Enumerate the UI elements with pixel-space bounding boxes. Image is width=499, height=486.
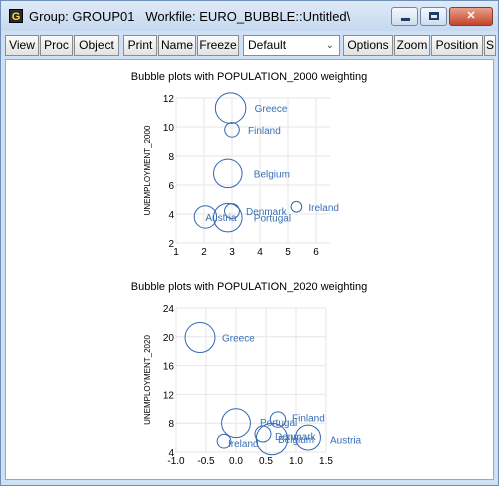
more-button[interactable]: S xyxy=(484,35,496,56)
bubble-plots: Bubble plots with POPULATION_2000 weight… xyxy=(131,71,367,467)
bubble-greece xyxy=(214,92,247,124)
x-tick-label: 5 xyxy=(285,247,291,258)
y-tick-label: 24 xyxy=(163,304,175,315)
options-button[interactable]: Options xyxy=(343,35,393,56)
position-button[interactable]: Position xyxy=(431,35,483,56)
bubble-label-ireland: Ireland xyxy=(228,439,259,450)
window-title: Group: GROUP01 Workfile: EURO_BUBBLE::Un… xyxy=(29,9,351,24)
y-tick-label: 6 xyxy=(168,181,174,192)
title-bar[interactable]: G Group: GROUP01 Workfile: EURO_BUBBLE::… xyxy=(1,1,498,31)
y-tick-label: 4 xyxy=(168,210,174,221)
chevron-down-icon: ⌄ xyxy=(325,40,334,51)
chart-2: Bubble plots with POPULATION_2020 weight… xyxy=(131,281,367,467)
bubble-label-portugal: Portugal xyxy=(260,418,297,429)
bubble-label-denmark: Denmark xyxy=(246,207,288,218)
x-tick-label: -0.5 xyxy=(197,456,215,467)
x-tick-label: 0.0 xyxy=(229,456,243,467)
bubble-ireland xyxy=(290,200,303,213)
y-tick-label: 12 xyxy=(163,94,175,105)
group-icon: G xyxy=(9,9,23,23)
maximize-button[interactable] xyxy=(420,7,447,26)
bubble-label-belgium: Belgium xyxy=(254,169,290,180)
bubble-portugal xyxy=(213,202,243,233)
object-button[interactable]: Object xyxy=(74,35,119,56)
minimize-icon xyxy=(401,18,410,21)
y-tick-label: 16 xyxy=(163,362,175,373)
y-tick-label: 4 xyxy=(168,448,174,459)
bubble-ireland xyxy=(216,433,232,449)
chart-title: Bubble plots with POPULATION_2000 weight… xyxy=(131,71,367,83)
minimize-button[interactable] xyxy=(391,7,418,26)
bubble-label-belgium: Belgium xyxy=(278,435,314,446)
y-axis-label: UNEMPLOYMENT_2000 xyxy=(143,125,152,215)
proc-button[interactable]: Proc xyxy=(40,35,73,56)
bubble-belgium xyxy=(255,422,289,456)
y-tick-label: 10 xyxy=(163,123,175,134)
bubble-finland xyxy=(224,122,240,138)
bubble-label-ireland: Ireland xyxy=(308,203,339,214)
toolbar: View Proc Object Print Name Freeze Defau… xyxy=(5,35,496,57)
y-tick-label: 8 xyxy=(168,419,174,430)
bubble-label-finland: Finland xyxy=(248,126,281,137)
bubble-label-finland: Finland xyxy=(292,414,325,425)
x-tick-label: 1.5 xyxy=(319,456,333,467)
graph-area: Bubble plots with POPULATION_2000 weight… xyxy=(5,59,494,480)
y-axis-label: UNEMPLOYMENT_2020 xyxy=(143,335,152,425)
x-tick-label: 6 xyxy=(313,247,319,258)
bubble-label-denmark: Denmark xyxy=(275,432,317,443)
chart-title: Bubble plots with POPULATION_2020 weight… xyxy=(131,281,367,293)
style-dropdown[interactable]: Default ⌄ xyxy=(243,35,340,56)
zoom-button[interactable]: Zoom xyxy=(394,35,430,56)
bubble-label-greece: Greece xyxy=(222,334,255,345)
x-tick-label: 3 xyxy=(229,247,235,258)
print-button[interactable]: Print xyxy=(123,35,157,56)
bubble-belgium xyxy=(213,158,243,189)
close-icon: ✕ xyxy=(466,10,476,22)
bubble-label-austria: Austria xyxy=(330,436,362,447)
bubble-austria xyxy=(295,424,321,451)
close-button[interactable]: ✕ xyxy=(449,7,493,26)
x-tick-label: 4 xyxy=(257,247,263,258)
x-tick-label: 1 xyxy=(173,247,179,258)
y-tick-label: 12 xyxy=(163,390,175,401)
x-tick-label: -1.0 xyxy=(167,456,185,467)
bubble-finland xyxy=(269,411,287,428)
y-tick-label: 20 xyxy=(163,333,175,344)
name-button[interactable]: Name xyxy=(158,35,196,56)
bubble-label-greece: Greece xyxy=(255,104,288,115)
x-tick-label: 2 xyxy=(201,247,207,258)
bubble-portugal xyxy=(221,408,251,439)
x-tick-label: 1.0 xyxy=(289,456,303,467)
style-dropdown-value: Default xyxy=(248,38,287,52)
y-tick-label: 8 xyxy=(168,152,174,163)
bubble-greece xyxy=(184,322,216,353)
maximize-icon xyxy=(429,12,439,20)
bubble-label-portugal: Portugal xyxy=(254,214,291,225)
freeze-button[interactable]: Freeze xyxy=(197,35,239,56)
chart-1: Bubble plots with POPULATION_2000 weight… xyxy=(131,71,367,258)
bubble-austria xyxy=(193,205,218,229)
y-tick-label: 2 xyxy=(168,239,174,250)
x-tick-label: 0.5 xyxy=(259,456,273,467)
view-button[interactable]: View xyxy=(5,35,39,56)
bubble-label-austria: Austria xyxy=(205,213,237,224)
